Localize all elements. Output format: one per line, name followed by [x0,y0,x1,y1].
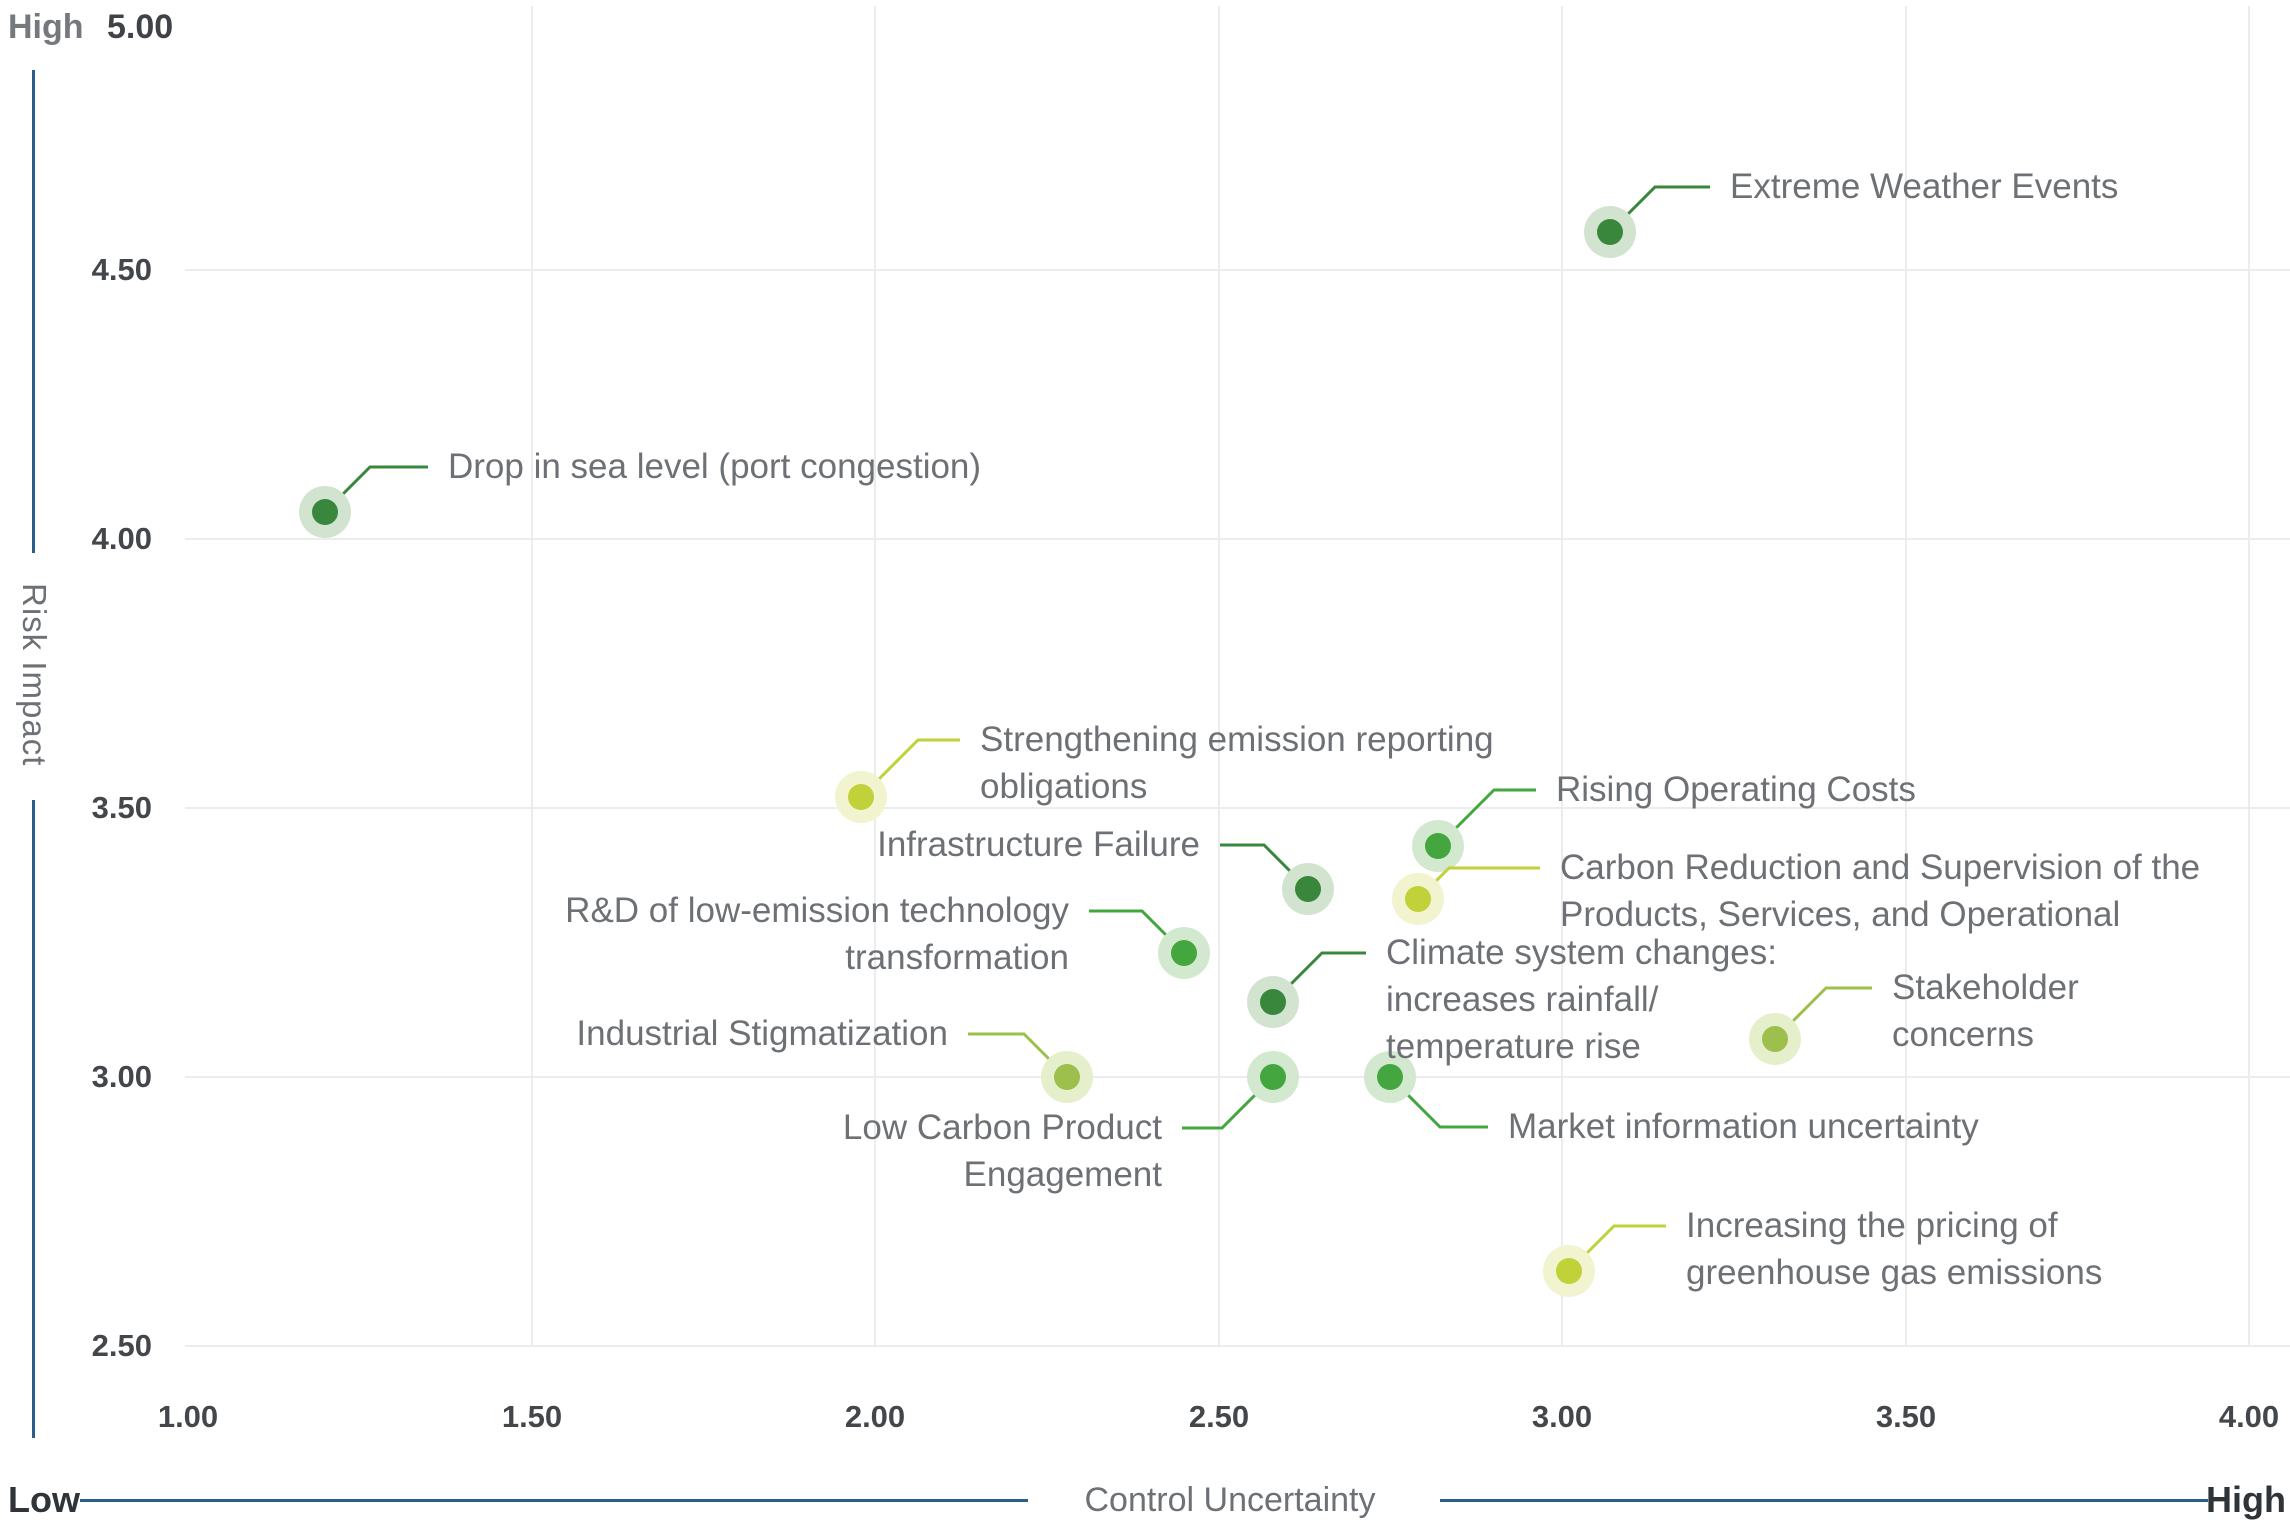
point-label-line: Increasing the pricing of [1686,1206,2058,1245]
y-axis-high-word: High [8,8,84,46]
leader-line [1436,788,1536,848]
point-label-line: concerns [1892,1015,2035,1054]
x-tick-label: 3.00 [1531,1399,1593,1434]
point-label-line: temperature rise [1386,1027,1641,1066]
point-label-line: obligations [980,767,1148,806]
point-label-line: R&D of low-emission technology [565,891,1069,930]
x-tick-label: 1.50 [501,1399,563,1434]
data-point[interactable] [1377,1064,1403,1090]
point-label-line: Rising Operating Costs [1556,770,1916,809]
y-axis-max-value: 5.00 [107,8,174,46]
data-point[interactable] [1054,1064,1080,1090]
data-point[interactable] [1171,940,1197,966]
data-point[interactable] [848,784,874,810]
data-point[interactable] [1260,989,1286,1015]
point-label-line: Infrastructure Failure [877,825,1200,864]
point-label-line: Stakeholder [1892,968,2079,1007]
data-point[interactable] [1597,219,1623,245]
point-label-line: Low Carbon Product [842,1108,1162,1147]
point-label: Strengthening emission reporting obligati… [980,716,1494,810]
y-axis-top-label: High 5.00 [8,7,173,47]
leader-line [859,738,960,799]
point-label: Industrial Stigmatization [576,1010,948,1057]
y-tick-label: 2.50 [91,1328,152,1363]
point-label: Increasing the pricing of greenhouse gas … [1686,1202,2102,1296]
point-label: Extreme Weather Events [1730,163,2118,210]
data-point[interactable] [312,499,338,525]
point-label-line: Industrial Stigmatization [576,1014,948,1053]
point-label-line: increases rainfall/ [1386,980,1659,1019]
point-label: Drop in sea level (port congestion) [448,443,981,490]
data-point[interactable] [1556,1258,1582,1284]
point-label-line: Climate system changes: [1386,933,1777,972]
v-gridline-4.00 [2248,6,2250,1346]
point-label-line: Carbon Reduction and Supervision of the [1560,848,2201,887]
data-point[interactable] [1295,876,1321,902]
y-tick-label: 3.00 [91,1059,152,1094]
x-axis-line-right [1440,1499,2208,1502]
h-gridline-2.50 [185,1345,2290,1347]
v-gridline-3.00 [1561,6,1563,1346]
y-axis-title: Risk Impact [16,583,53,767]
x-tick-label: 3.50 [1875,1399,1937,1434]
x-axis-line-left [80,1499,1028,1502]
x-axis-high-label: High [2206,1479,2286,1520]
v-gridline-1.50 [531,6,533,1346]
point-label-line: Market information uncertainty [1508,1107,1979,1146]
x-axis-low-label: Low [8,1479,80,1520]
point-label: Low Carbon Product Engagement [843,1104,1162,1198]
point-label: Carbon Reduction and Supervision of the P… [1560,844,2200,938]
y-axis-line-lower [32,800,35,1438]
v-gridline-3.50 [1905,6,1907,1346]
point-label: R&D of low-emission technology transforma… [565,887,1069,981]
h-gridline-3.50 [185,807,2290,809]
point-label-line: Products, Services, and Operational [1560,895,2121,934]
point-label: Climate system changes: increases rainfal… [1386,929,1777,1070]
x-axis-title: Control Uncertainty [1084,1481,1376,1519]
x-tick-label: 2.00 [844,1399,906,1434]
data-point[interactable] [1405,886,1431,912]
point-label: Stakeholder concerns [1892,964,2079,1058]
h-gridline-3.00 [185,1076,2290,1078]
point-label-line: Engagement [963,1155,1162,1194]
v-gridline-2.50 [1218,6,1220,1346]
point-label-line: greenhouse gas emissions [1686,1253,2103,1292]
x-tick-label: 2.50 [1188,1399,1250,1434]
y-tick-label: 4.00 [91,521,152,556]
point-label: Market information uncertainty [1508,1103,1979,1150]
v-gridline-2.00 [874,6,876,1346]
y-tick-label: 4.50 [91,252,152,287]
y-tick-label: 3.50 [91,790,152,825]
point-label: Rising Operating Costs [1556,766,1916,813]
x-tick-label: 1.00 [157,1399,219,1434]
point-label-line: transformation [845,938,1069,977]
point-label: Infrastructure Failure [877,821,1200,868]
point-label-line: Strengthening emission reporting [980,720,1494,759]
x-tick-label: 4.00 [2218,1399,2280,1434]
data-point[interactable] [1762,1026,1788,1052]
data-point[interactable] [1425,833,1451,859]
h-gridline-4.00 [185,538,2290,540]
h-gridline-4.50 [185,269,2290,271]
y-axis-line-upper [32,70,35,553]
data-point[interactable] [1260,1064,1286,1090]
point-label-line: Extreme Weather Events [1730,167,2119,206]
point-label-line: Drop in sea level (port congestion) [448,447,982,486]
